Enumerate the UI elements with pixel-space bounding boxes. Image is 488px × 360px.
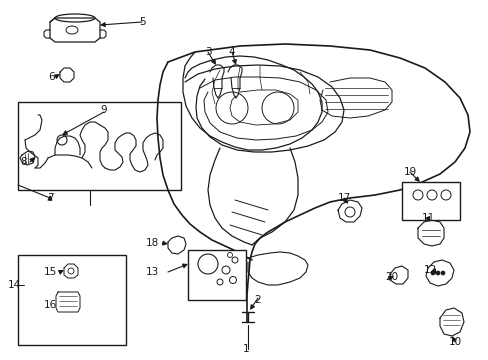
Text: 17: 17	[337, 193, 350, 203]
Bar	[18, 102, 181, 190]
Text: 16: 16	[43, 300, 57, 310]
Text: 14: 14	[7, 280, 20, 290]
Text: 12: 12	[423, 265, 436, 275]
Text: 4: 4	[228, 47, 235, 57]
Text: 3: 3	[204, 47, 211, 57]
Circle shape	[440, 271, 444, 275]
Text: 20: 20	[385, 272, 398, 282]
Text: 9: 9	[101, 105, 107, 115]
Text: 11: 11	[421, 213, 434, 223]
Text: 15: 15	[43, 267, 57, 277]
Text: 10: 10	[447, 337, 461, 347]
Text: 7: 7	[46, 193, 53, 203]
Bar	[401, 182, 459, 220]
Text: 6: 6	[49, 72, 55, 82]
Text: 2: 2	[254, 295, 261, 305]
Text: 1: 1	[242, 344, 249, 354]
Circle shape	[435, 271, 439, 275]
Circle shape	[430, 271, 434, 275]
Bar	[187, 250, 245, 300]
Text: 8: 8	[20, 157, 27, 167]
Text: 19: 19	[403, 167, 416, 177]
Text: 18: 18	[145, 238, 158, 248]
Text: 13: 13	[145, 267, 158, 277]
Bar	[18, 255, 126, 345]
Text: 5: 5	[140, 17, 146, 27]
